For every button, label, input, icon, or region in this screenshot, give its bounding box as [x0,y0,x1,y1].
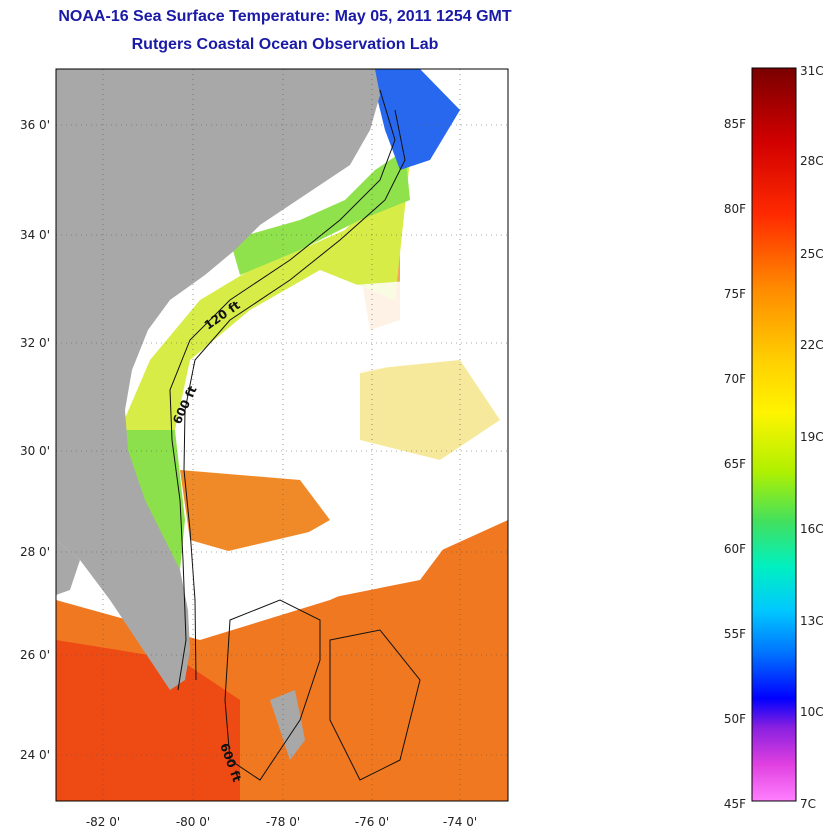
sst-data-layer [56,69,508,801]
contour-bahamas [224,599,321,781]
map-title: NOAA-16 Sea Surface Temperature: May 05,… [58,8,512,25]
lon-label-82: -82 0' [86,815,120,829]
land-andros-island [270,690,305,760]
lat-label-24: 24 0' [20,748,50,762]
cbar-label-60f: 60F [724,542,746,556]
colorbar [751,67,797,802]
contour-120ft [169,89,396,691]
contour-600ft [183,109,406,681]
cbar-label-13c: 13C [800,614,824,628]
graticule [56,69,508,801]
land-florida-gulf-edge [56,540,80,595]
cbar-label-65f: 65F [724,457,746,471]
florida-shelf-green [120,430,185,570]
lon-label-76: -76 0' [355,815,389,829]
lon-label-78: -78 0' [266,815,300,829]
cbar-label-10c: 10C [800,705,824,719]
cbar-label-45f: 45F [724,797,746,811]
cbar-label-50f: 50F [724,712,746,726]
contour-bahamas-east [329,629,421,781]
cbar-label-80f: 80F [724,202,746,216]
cold-north-water [370,69,460,170]
colorbar-celsius-labels: 31C 28C 25C 22C 19C 16C 13C 10C 7C [800,64,824,811]
offshore-yellow-patch [360,360,500,460]
longitude-labels: -82 0' -80 0' -78 0' -76 0' -74 0' [86,815,477,829]
cbar-label-25c: 25C [800,247,824,261]
latitude-labels: 36 0' 34 0' 32 0' 30 0' 28 0' 26 0' 24 0… [20,118,50,762]
cbar-label-22c: 22C [800,338,824,352]
cbar-label-7c: 7C [800,797,816,811]
cbar-label-70f: 70F [724,372,746,386]
cbar-label-55f: 55F [724,627,746,641]
map-subtitle: Rutgers Coastal Ocean Observation Lab [131,36,439,53]
cloud-patch [280,280,460,380]
lon-label-74: -74 0' [443,815,477,829]
cbar-label-19c: 19C [800,430,824,444]
colorbar-fahrenheit-labels: 85F 80F 75F 70F 65F 60F 55F 50F 45F [724,117,746,811]
shelf-yellow-green-band [120,160,410,430]
cbar-label-31c: 31C [800,64,824,78]
cloud-band [190,520,450,610]
cbar-label-75f: 75F [724,287,746,301]
cbar-label-16c: 16C [800,522,824,536]
land-us-southeast [56,69,380,690]
lat-label-32: 32 0' [20,336,50,350]
map-frame [55,68,509,802]
lat-label-30: 30 0' [20,444,50,458]
cbar-label-28c: 28C [800,154,824,168]
gulfstream-core-region [56,640,240,801]
lat-label-36: 36 0' [20,118,50,132]
lat-label-28: 28 0' [20,545,50,559]
lat-label-34: 34 0' [20,228,50,242]
lon-label-80: -80 0' [176,815,210,829]
shelf-green-band [230,150,410,275]
lat-label-26: 26 0' [20,648,50,662]
cbar-label-85f: 85F [724,117,746,131]
